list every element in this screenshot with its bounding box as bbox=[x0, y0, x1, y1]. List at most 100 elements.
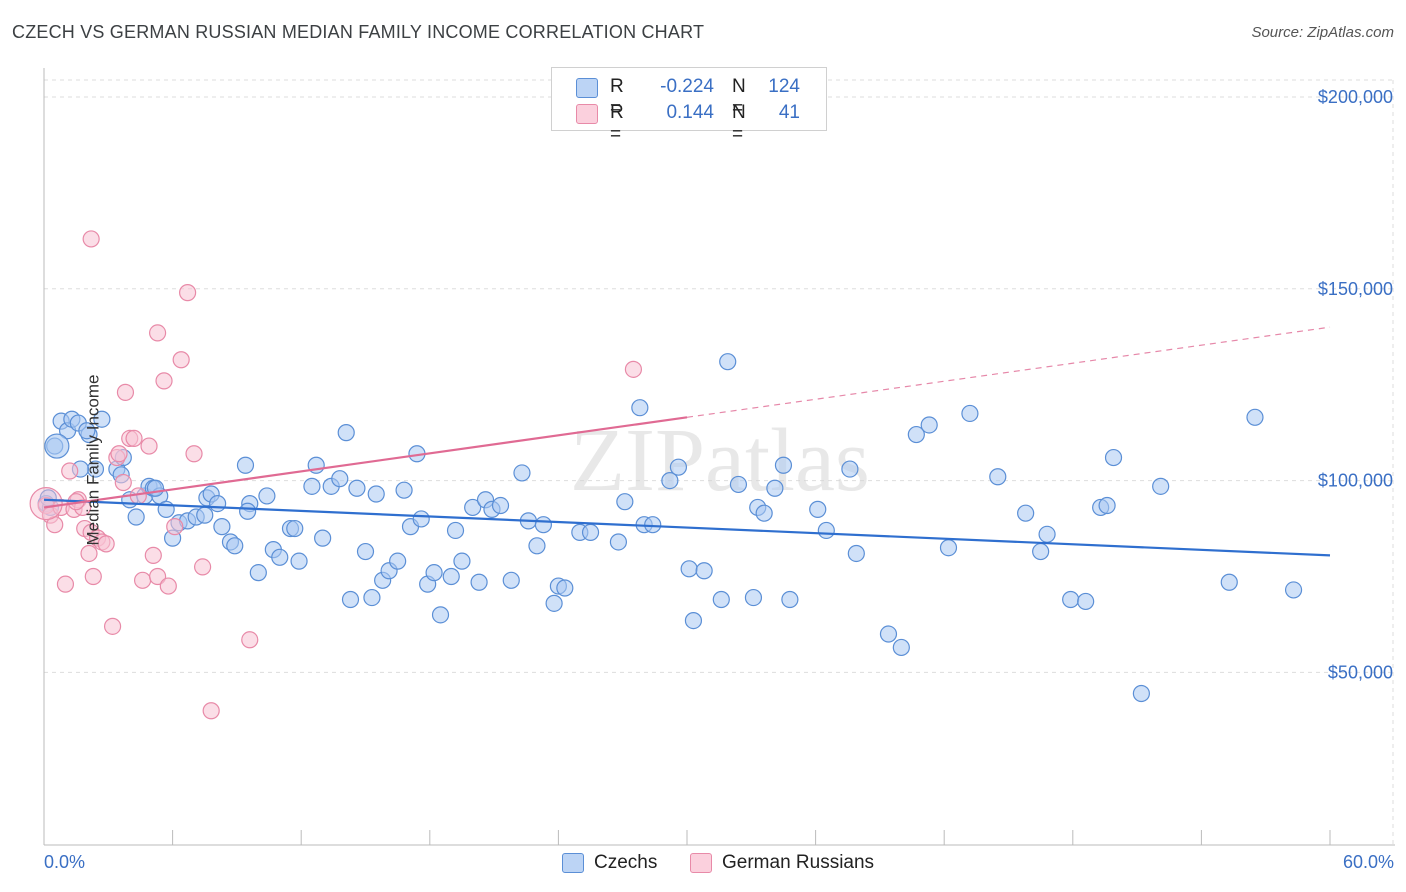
german-russian-point bbox=[144, 546, 162, 564]
czech-point bbox=[556, 579, 574, 597]
czech-point bbox=[491, 496, 510, 515]
czech-point bbox=[719, 353, 737, 371]
czech-point bbox=[1152, 477, 1170, 495]
german-russian-label: German Russians bbox=[722, 852, 875, 873]
n-value: 41 bbox=[778, 102, 800, 123]
german-russian-point bbox=[194, 558, 212, 576]
german-russian-point bbox=[125, 429, 143, 447]
czech-point bbox=[446, 521, 465, 540]
german-russian-point bbox=[82, 230, 100, 248]
czech-point bbox=[226, 537, 244, 555]
german-russian-point bbox=[148, 324, 167, 342]
czech-point bbox=[817, 521, 835, 540]
czech-point bbox=[258, 487, 276, 505]
czech-swatch bbox=[562, 853, 584, 873]
czech-point bbox=[644, 516, 662, 534]
czech-point bbox=[442, 567, 460, 586]
r-label: R = bbox=[610, 102, 624, 145]
german-russian-trend-extension bbox=[686, 326, 1331, 418]
czech-point bbox=[661, 471, 679, 490]
czech-point bbox=[1098, 496, 1116, 515]
czech-point bbox=[236, 456, 255, 474]
german-russian-point bbox=[148, 567, 167, 586]
czech-point bbox=[1104, 448, 1123, 467]
czech-point bbox=[755, 504, 773, 522]
czech-point bbox=[146, 479, 165, 497]
czech-point bbox=[729, 475, 748, 494]
czech-point bbox=[939, 539, 958, 557]
czech-point bbox=[907, 425, 925, 444]
czech-point bbox=[669, 458, 688, 476]
czech-point bbox=[847, 544, 865, 563]
r-value: 0.144 bbox=[666, 102, 714, 123]
x-tick-min: 0.0% bbox=[44, 852, 86, 872]
n-label: N = bbox=[732, 102, 746, 145]
czech-point bbox=[1132, 684, 1150, 703]
german-russian-point bbox=[56, 575, 75, 593]
czech-point bbox=[609, 533, 628, 551]
czech-point bbox=[1032, 542, 1050, 561]
czech-point bbox=[356, 542, 375, 561]
german-russian-point bbox=[116, 383, 135, 401]
czech-point bbox=[239, 502, 257, 520]
czech-point bbox=[513, 464, 531, 482]
german-russian-swatch bbox=[576, 104, 598, 124]
german-russian-point bbox=[80, 544, 98, 563]
r-value: -0.224 bbox=[660, 76, 714, 97]
german-russian-points bbox=[29, 230, 643, 720]
czech-point bbox=[331, 470, 349, 488]
x-tick-max: 60.0% bbox=[1342, 852, 1394, 872]
czech-point bbox=[766, 479, 784, 497]
czech-point bbox=[314, 529, 332, 547]
czech-point bbox=[1246, 408, 1264, 426]
german-russian-point bbox=[110, 445, 128, 463]
german-russian-point bbox=[159, 577, 177, 595]
czech-point bbox=[920, 416, 938, 434]
watermark: ZIPatlas bbox=[570, 411, 870, 510]
correlation-legend: R = -0.224 N = 124 R = 0.144 N = 41 bbox=[551, 67, 827, 145]
german-russian-point bbox=[241, 631, 259, 649]
german-russian-point bbox=[97, 535, 115, 553]
r-label: R = bbox=[610, 76, 624, 119]
czech-point bbox=[631, 399, 649, 417]
german-russian-point bbox=[84, 567, 102, 586]
czech-point bbox=[93, 410, 111, 428]
german-russian-point bbox=[179, 284, 197, 302]
chart-title: CZECH VS GERMAN RUSSIAN MEDIAN FAMILY IN… bbox=[12, 22, 705, 42]
czech-point bbox=[286, 519, 304, 538]
german-russian-point bbox=[155, 372, 173, 390]
czech-point bbox=[809, 500, 827, 518]
czech-point bbox=[412, 510, 430, 528]
czech-point bbox=[363, 588, 381, 607]
czech-point bbox=[1220, 573, 1238, 591]
czech-point bbox=[209, 495, 227, 513]
german-russian-point bbox=[185, 445, 203, 463]
czech-point bbox=[841, 460, 859, 478]
y-tick-label: $150,000 bbox=[1318, 279, 1393, 299]
czech-point bbox=[1077, 592, 1095, 611]
czech-point bbox=[744, 588, 763, 607]
german-russian-point bbox=[202, 702, 220, 720]
czech-point bbox=[1062, 590, 1080, 609]
czech-point bbox=[290, 552, 308, 570]
german-russian-point bbox=[166, 518, 184, 536]
n-label: N = bbox=[732, 76, 746, 119]
czech-point bbox=[337, 424, 355, 442]
trend-lines bbox=[43, 326, 1331, 557]
czech-point bbox=[1038, 525, 1056, 543]
czech-point bbox=[213, 518, 231, 536]
czech-point bbox=[712, 590, 730, 609]
german-russian-point bbox=[140, 437, 158, 455]
y-tick-label: $200,000 bbox=[1318, 87, 1393, 107]
czech-point bbox=[680, 560, 698, 578]
czech-point bbox=[127, 508, 145, 526]
czech-point bbox=[879, 625, 898, 643]
czech-point bbox=[528, 537, 546, 555]
german-russian-point bbox=[114, 473, 132, 492]
czech-point bbox=[78, 422, 96, 440]
czech-point bbox=[196, 506, 214, 524]
czech-point bbox=[348, 479, 366, 497]
german-russian-trend-line bbox=[43, 416, 688, 509]
czech-point bbox=[464, 498, 482, 517]
